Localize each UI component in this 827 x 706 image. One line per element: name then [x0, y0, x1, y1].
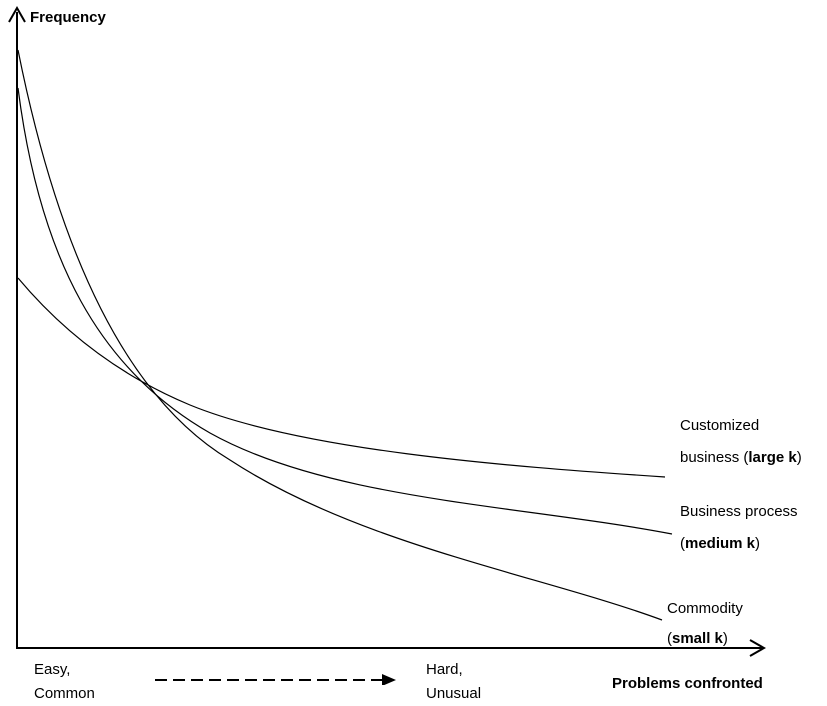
- axis-start-note-line2: Common: [34, 685, 95, 702]
- series-label-medium-k-line2: (medium k): [680, 535, 761, 552]
- axis-start-note-line1: Easy,: [34, 661, 71, 678]
- y-axis-label: Frequency: [30, 9, 106, 26]
- y-axis-arrowhead: [8, 5, 26, 23]
- series-label-small-k-line1: Commodity: [667, 600, 743, 617]
- difficulty-arrowhead: [382, 674, 396, 685]
- frequency-diagram: [8, 5, 767, 685]
- curve-small-k: [17, 49, 663, 621]
- series-label-small-k-line2: (small k): [667, 630, 728, 647]
- axis-end-note-line1: Hard,: [426, 661, 463, 678]
- series-label-large-k-line2: business (large k): [680, 449, 802, 466]
- series-label-medium-k-line1: Business process: [680, 503, 798, 520]
- series-label-large-k-line1: Customized: [680, 417, 760, 434]
- axis-end-note-line2: Unusual: [426, 685, 482, 702]
- x-axis-arrowhead: [749, 639, 767, 657]
- curve-medium-k: [17, 87, 673, 535]
- curve-large-k: [17, 277, 666, 478]
- x-axis-label: Problems confronted: [612, 675, 763, 692]
